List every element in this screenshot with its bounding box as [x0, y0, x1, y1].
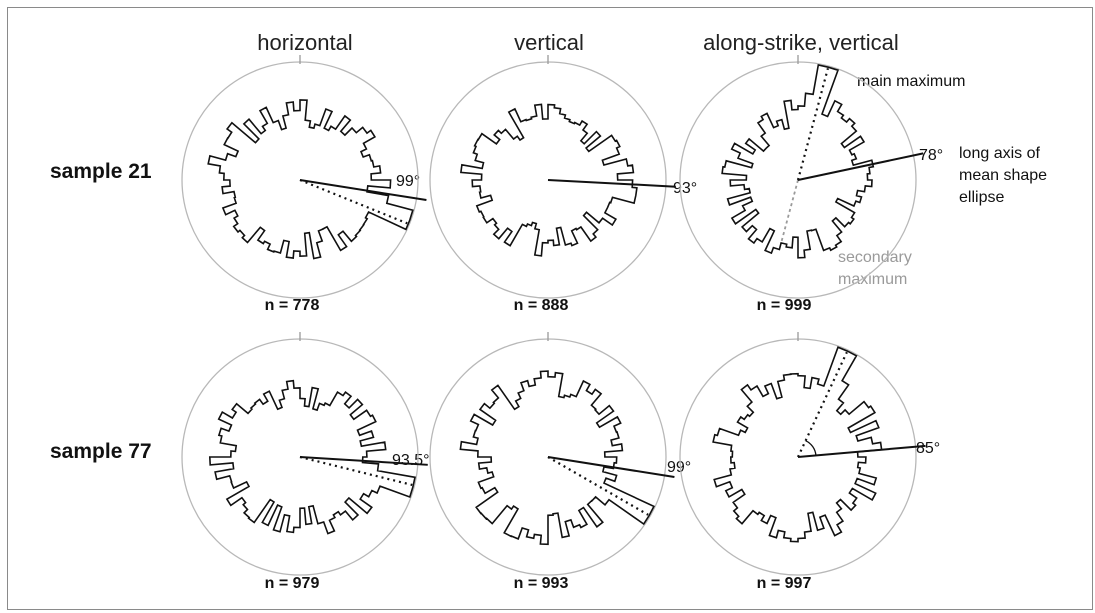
n-count-s77-vertical: n = 993 [514, 575, 569, 592]
rose-histogram-r1c2 [712, 346, 883, 543]
angle-label-s21-along-strike: 78° [919, 147, 943, 164]
annotation-long-axis-line2: mean shape [959, 167, 1047, 184]
row-label-sample-77: sample 77 [50, 440, 152, 463]
rose-histogram-r0c0 [207, 99, 414, 260]
col-title-horizontal: horizontal [257, 30, 352, 55]
long-axis-line-r1c2 [797, 444, 926, 458]
annotation-long-axis-line3: ellipse [959, 189, 1004, 206]
long-axis-line-r1c0 [299, 456, 428, 466]
main-maximum-line-r1c2 [797, 351, 848, 458]
main-maximum-line-r1c0 [299, 455, 413, 487]
angle-label-s77-vertical: 99° [667, 459, 691, 476]
annotation-long-axis-line1: long axis of [959, 145, 1040, 162]
long-axis-line-r0c2 [797, 152, 924, 181]
main-maximum-line-r0c2 [796, 68, 829, 181]
n-count-s21-vertical: n = 888 [514, 297, 569, 314]
col-title-along-strike: along-strike, vertical [703, 30, 899, 55]
rose-histogram-r0c2 [721, 64, 875, 259]
angle-arc-r1c2 [805, 440, 817, 456]
long-axis-line-r0c1 [547, 179, 676, 188]
secondary-maximum-line-r0c2 [780, 179, 799, 243]
main-maximum-line-r0c0 [299, 178, 408, 225]
annotation-secondary-line1: secondary [838, 249, 912, 266]
row-label-sample-21: sample 21 [50, 160, 152, 183]
n-count-s21-horizontal: n = 778 [265, 297, 320, 314]
angle-label-s77-horizontal: 93.5° [392, 452, 430, 469]
annotation-main-maximum: main maximum [857, 73, 965, 90]
col-title-vertical: vertical [514, 30, 584, 55]
angle-label-s21-horizontal: 99° [396, 173, 420, 190]
long-axis-line-r1c1 [547, 456, 675, 479]
rose-plots [181, 55, 926, 576]
main-maximum-line-r1c1 [547, 456, 649, 516]
n-count-s21-along-strike: n = 999 [757, 297, 812, 314]
n-count-s77-along-strike: n = 997 [757, 575, 812, 592]
n-count-s77-horizontal: n = 979 [265, 575, 320, 592]
annotation-secondary-line2: maximum [838, 271, 907, 288]
long-axis-line-r0c0 [299, 179, 427, 202]
angle-label-s21-vertical: 93° [673, 180, 697, 197]
angle-label-s77-along-strike: 85° [916, 440, 940, 457]
